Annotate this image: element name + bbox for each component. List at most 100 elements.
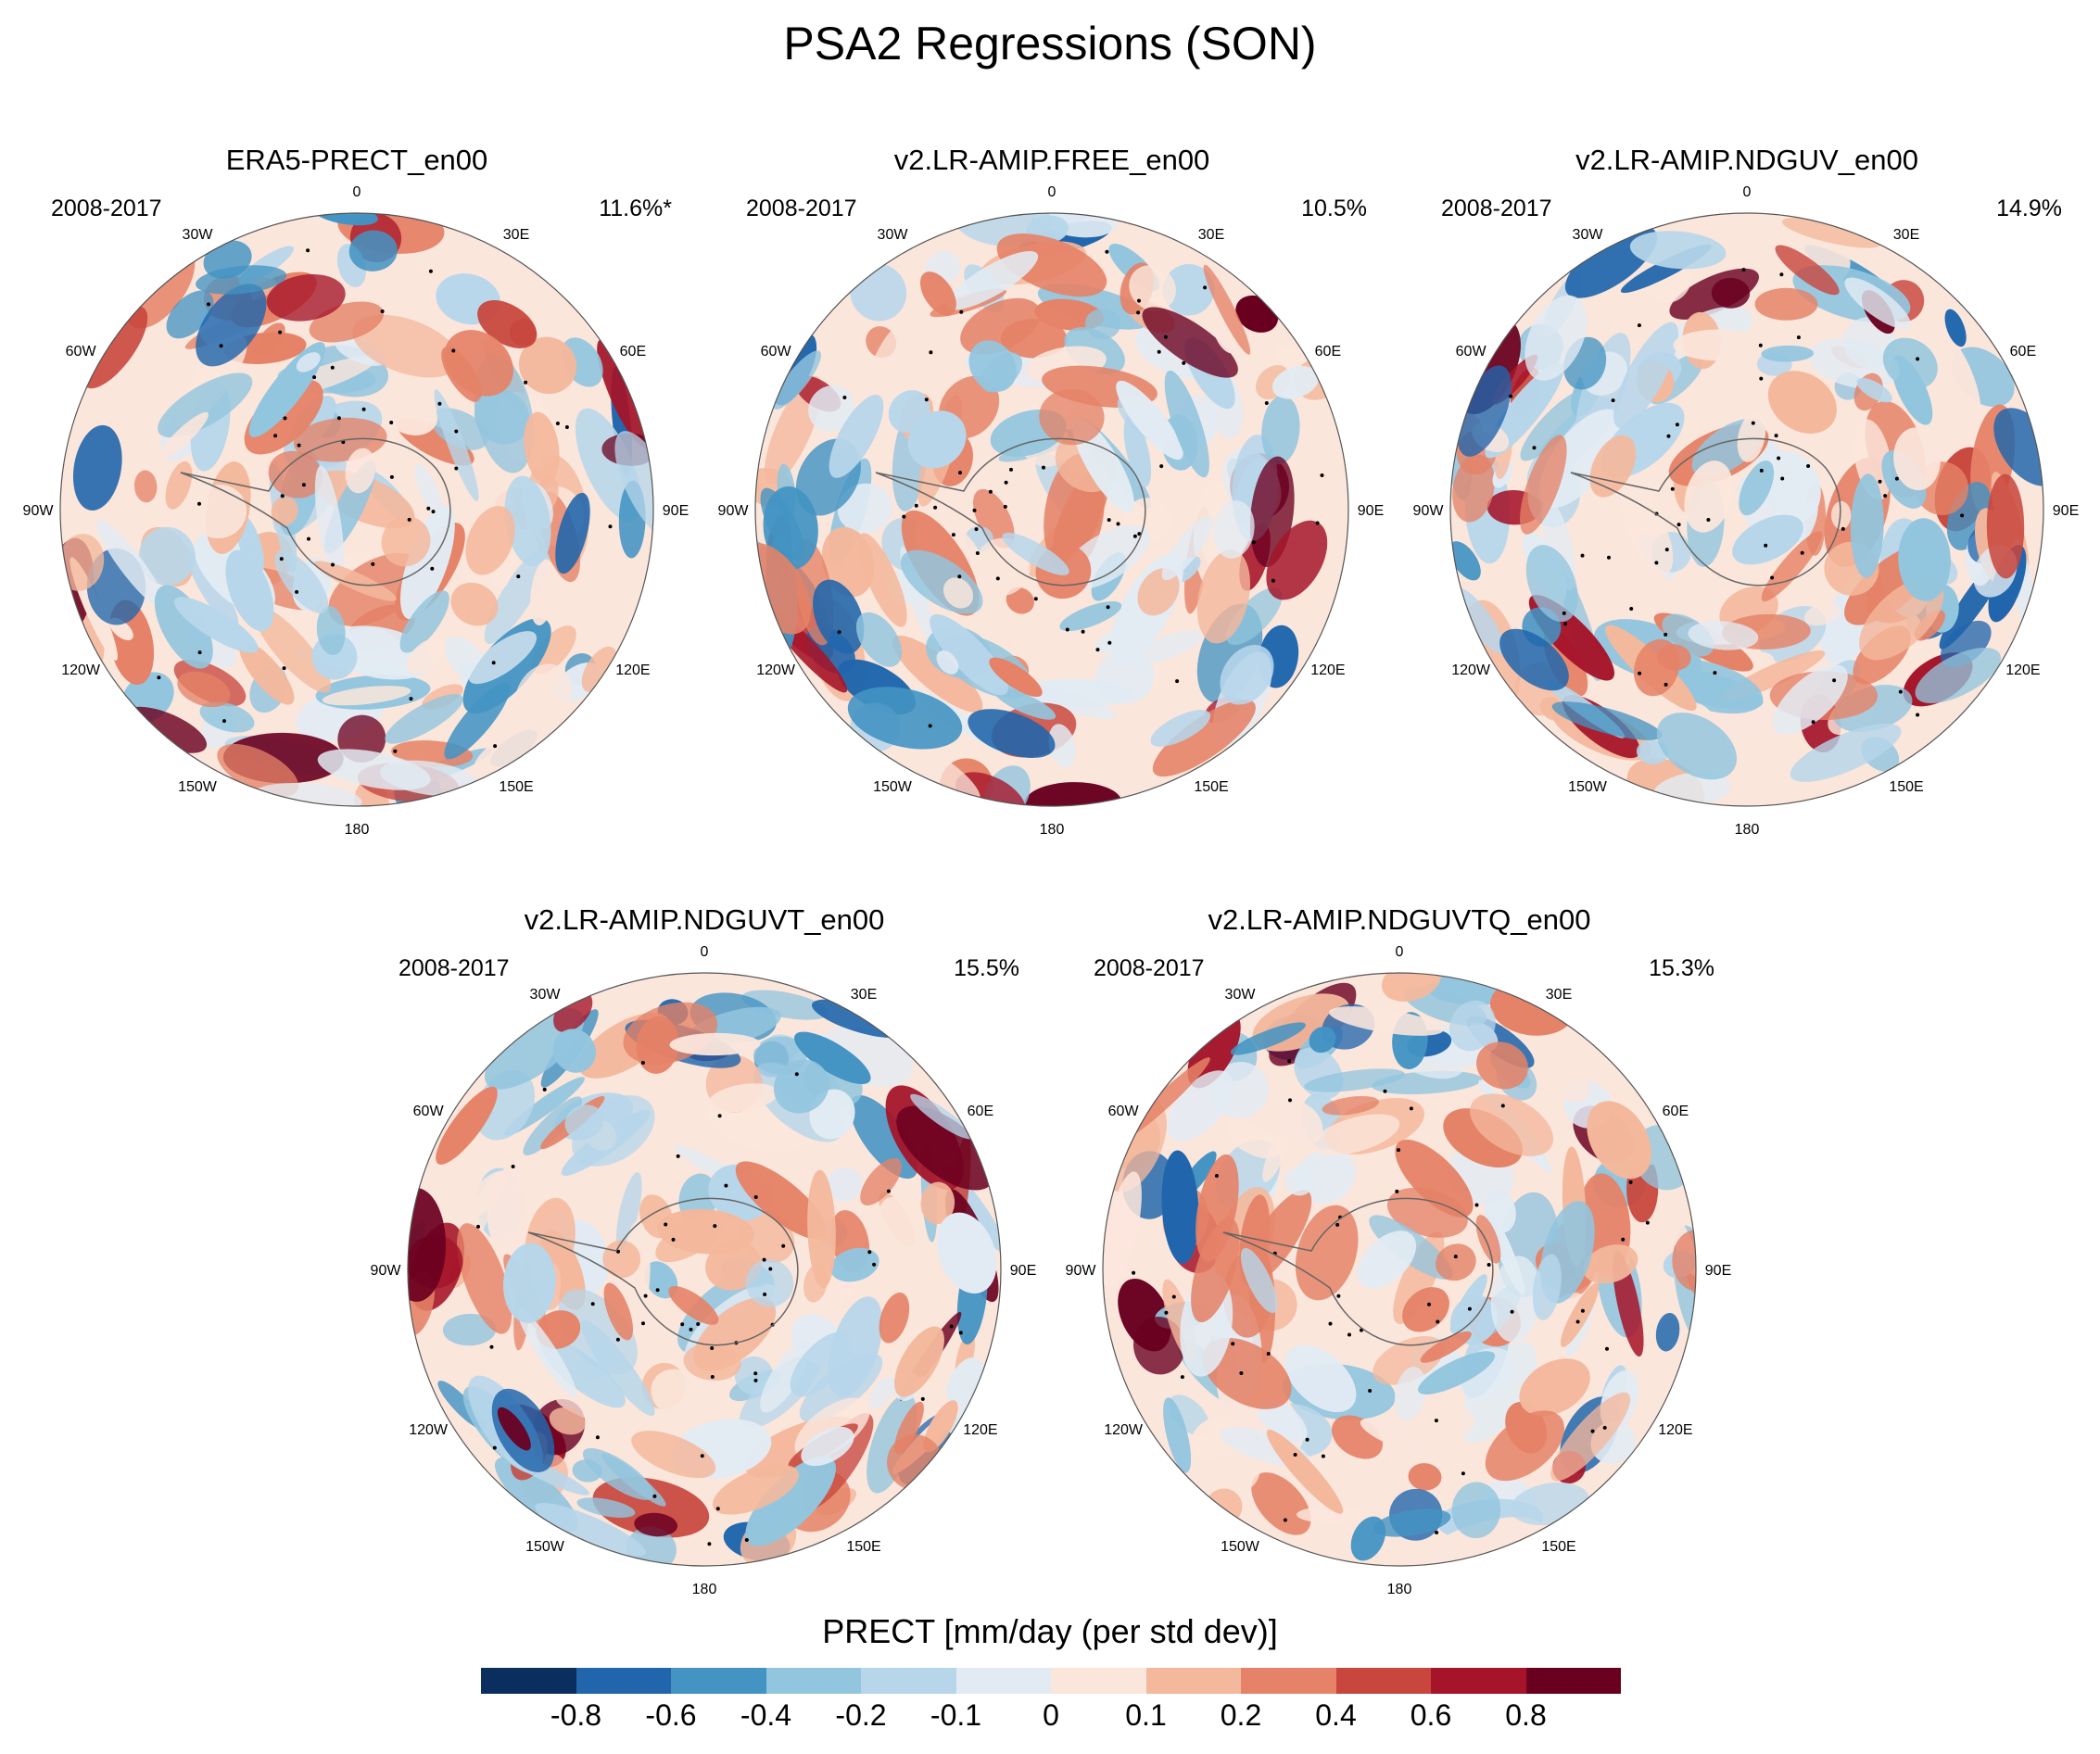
- colorbar-swatch: [765, 1668, 861, 1694]
- period-label: 2008-2017: [51, 196, 162, 221]
- colorbar-tick-label: -0.8: [550, 1698, 602, 1732]
- colorbar-swatch: [955, 1668, 1051, 1694]
- longitude-label: 150E: [846, 1539, 880, 1555]
- longitude-label: 60W: [1108, 1104, 1140, 1119]
- panel-title: v2.LR-AMIP.NDGUVT_en00: [524, 903, 885, 936]
- period-label: 2008-2017: [1441, 196, 1552, 221]
- longitude-label: 0: [1743, 184, 1752, 200]
- longitude-label: 60E: [1315, 344, 1341, 360]
- map-border: [59, 212, 654, 807]
- map-panel: v2.LR-AMIP.FREE_en00 2008-2017 10.5% 0 30E 60…: [704, 144, 1399, 885]
- colorbar-tick-label: 0.8: [1505, 1698, 1547, 1732]
- variance-percent: 14.9%: [1996, 196, 2062, 221]
- map-panel: v2.LR-AMIP.NDGUV_en00 2008-2017 14.9% 0 30E 6…: [1399, 144, 2094, 885]
- colorbar-swatch: [1431, 1668, 1526, 1694]
- longitude-label: 90W: [1066, 1263, 1097, 1279]
- panel-title: v2.LR-AMIP.NDGUVTQ_en00: [1208, 903, 1591, 936]
- longitude-label: 90E: [663, 503, 689, 519]
- longitude-label: 30W: [878, 227, 909, 243]
- longitude-label: 60W: [413, 1104, 445, 1119]
- colorbar-swatch: [1525, 1668, 1621, 1694]
- colorbar-tick-label: 0.1: [1125, 1698, 1167, 1732]
- polar-map: 0 30E 60E 90E 120E 150E 180 150W 120W 90W 60W 30W: [371, 944, 1037, 1597]
- longitude-label: 30W: [183, 227, 214, 243]
- colorbar: [481, 1668, 1621, 1694]
- longitude-label: 90W: [371, 1263, 402, 1279]
- colorbar-tick-label: -0.6: [645, 1698, 697, 1732]
- longitude-label: 60W: [66, 344, 97, 360]
- period-label: 2008-2017: [398, 955, 510, 981]
- map-border: [1102, 972, 1697, 1567]
- longitude-label: 90W: [23, 503, 55, 519]
- longitude-label: 60W: [761, 344, 792, 360]
- variance-percent: 10.5%: [1301, 196, 1367, 221]
- longitude-label: 0: [1048, 184, 1056, 200]
- longitude-label: 150E: [1889, 779, 1923, 795]
- longitude-label: 60E: [2010, 344, 2036, 360]
- longitude-label: 120W: [756, 662, 796, 678]
- longitude-label: 30E: [503, 227, 529, 243]
- figure-title: PSA2 Regressions (SON): [783, 18, 1317, 69]
- longitude-label: 120W: [1451, 662, 1491, 678]
- precip-field: [1103, 973, 1696, 1566]
- panel-title: v2.LR-AMIP.FREE_en00: [893, 144, 1210, 176]
- longitude-label: 90W: [1413, 503, 1445, 519]
- longitude-label: 150W: [873, 779, 913, 795]
- map-panel: v2.LR-AMIP.NDGUVTQ_en00 2008-2017 15.3% 0 30…: [1052, 903, 1747, 1645]
- longitude-label: 30E: [851, 987, 877, 1003]
- map-border: [407, 972, 1002, 1567]
- longitude-label: 120E: [963, 1422, 997, 1438]
- precip-field: [755, 213, 1348, 806]
- colorbar-swatch: [481, 1668, 576, 1694]
- longitude-label: 150W: [525, 1539, 565, 1555]
- longitude-label: 180: [1387, 1582, 1412, 1597]
- antarctica-outline: [1570, 437, 1841, 587]
- colorbar-swatch: [1051, 1668, 1146, 1694]
- longitude-label: 150E: [499, 779, 533, 795]
- antarctica-outline: [875, 437, 1146, 587]
- longitude-label: 150E: [1194, 779, 1228, 795]
- period-label: 2008-2017: [746, 196, 857, 221]
- longitude-label: 90W: [718, 503, 750, 519]
- colorbar-title: PRECT [mm/day (per std dev)]: [822, 1612, 1278, 1650]
- longitude-label: 150E: [1541, 1539, 1575, 1555]
- longitude-label: 0: [1396, 944, 1404, 960]
- longitude-label: 120W: [1104, 1422, 1144, 1438]
- antarctica-outline: [180, 437, 451, 587]
- map-border: [1449, 212, 2044, 807]
- longitude-label: 30W: [1573, 227, 1604, 243]
- colorbar-swatch: [1145, 1668, 1241, 1694]
- variance-percent: 11.6%*: [599, 196, 672, 221]
- colorbar-tick-label: 0.6: [1410, 1698, 1452, 1732]
- antarctica-outline: [527, 1197, 799, 1346]
- longitude-label: 150W: [1568, 779, 1608, 795]
- longitude-label: 90E: [1010, 1263, 1036, 1279]
- antarctica-outline: [1222, 1197, 1494, 1346]
- panel-title: ERA5-PRECT_en00: [225, 144, 488, 176]
- longitude-label: 0: [701, 944, 709, 960]
- panel-title: v2.LR-AMIP.NDGUV_en00: [1575, 144, 1918, 176]
- colorbar-tick-label: 0.4: [1315, 1698, 1357, 1732]
- longitude-label: 180: [1735, 822, 1760, 838]
- colorbar-tick-label: -0.2: [835, 1698, 887, 1732]
- longitude-label: 180: [345, 822, 370, 838]
- longitude-label: 60E: [620, 344, 646, 360]
- longitude-label: 120E: [2005, 662, 2040, 678]
- longitude-label: 30E: [1893, 227, 1919, 243]
- longitude-label: 60E: [968, 1104, 993, 1119]
- longitude-label: 150W: [178, 779, 218, 795]
- precip-field: [60, 213, 653, 806]
- longitude-label: 60W: [1456, 344, 1487, 360]
- longitude-label: 120W: [409, 1422, 449, 1438]
- map-border: [754, 212, 1349, 807]
- precip-field: [408, 973, 1001, 1566]
- polar-map: 0 30E 60E 90E 120E 150E 180 150W 120W 90W 60W 30W: [1413, 184, 2080, 838]
- longitude-label: 30E: [1198, 227, 1224, 243]
- longitude-label: 90E: [1705, 1263, 1731, 1279]
- variance-percent: 15.5%: [954, 955, 1019, 981]
- longitude-label: 150W: [1221, 1539, 1260, 1555]
- longitude-label: 120W: [61, 662, 101, 678]
- colorbar-tick-label: 0.2: [1220, 1698, 1262, 1732]
- longitude-label: 120E: [1658, 1422, 1692, 1438]
- map-panel: v2.LR-AMIP.NDGUVT_en00 2008-2017 15.5% 0 30E…: [357, 903, 1052, 1645]
